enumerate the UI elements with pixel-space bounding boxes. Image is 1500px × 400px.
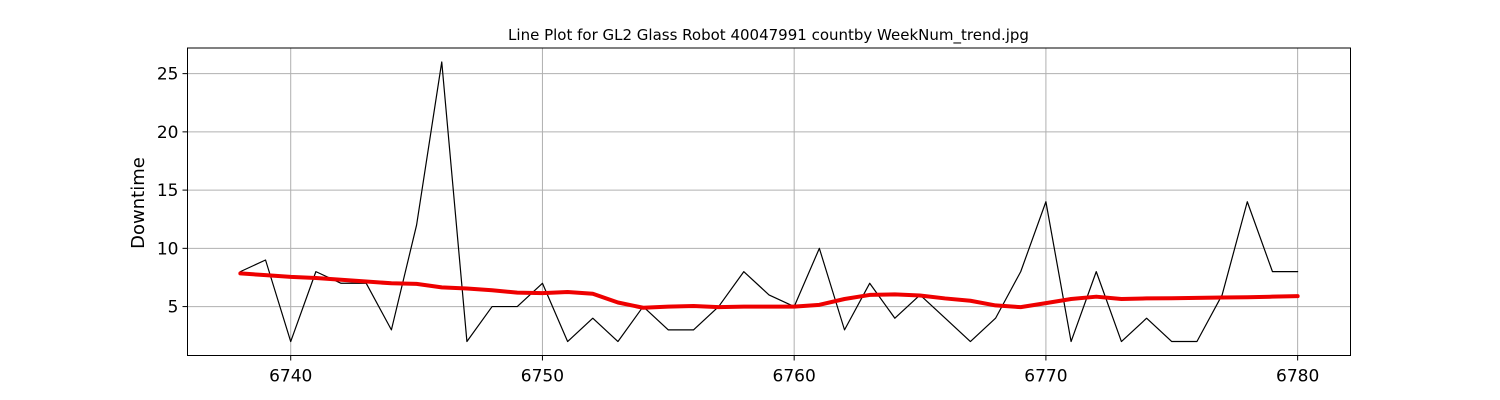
- trend-line: [238, 271, 1300, 310]
- grid: [187, 48, 1351, 356]
- chart-title: Line Plot for GL2 Glass Robot 40047991 c…: [508, 26, 1029, 45]
- series-group: [238, 61, 1300, 343]
- y-axis: 5 10 15 20 25: [157, 65, 188, 318]
- y-tick-label: 10: [157, 239, 179, 259]
- x-tick-label: 6770: [1024, 367, 1067, 387]
- y-axis-label: Downtime: [128, 157, 149, 249]
- y-tick-label: 15: [157, 181, 179, 201]
- x-tick-label: 6760: [773, 367, 816, 387]
- downtime-line: [239, 61, 1299, 343]
- y-tick-label: 25: [157, 65, 179, 85]
- x-axis: 6740 6750 6760 6770 6780: [269, 355, 1319, 387]
- y-tick-label: 20: [157, 123, 179, 143]
- x-tick-label: 6750: [521, 367, 564, 387]
- y-tick-label: 5: [168, 298, 179, 318]
- plot-frame: [187, 47, 1351, 356]
- x-tick-label: 6780: [1276, 367, 1319, 387]
- x-tick-label: 6740: [269, 367, 312, 387]
